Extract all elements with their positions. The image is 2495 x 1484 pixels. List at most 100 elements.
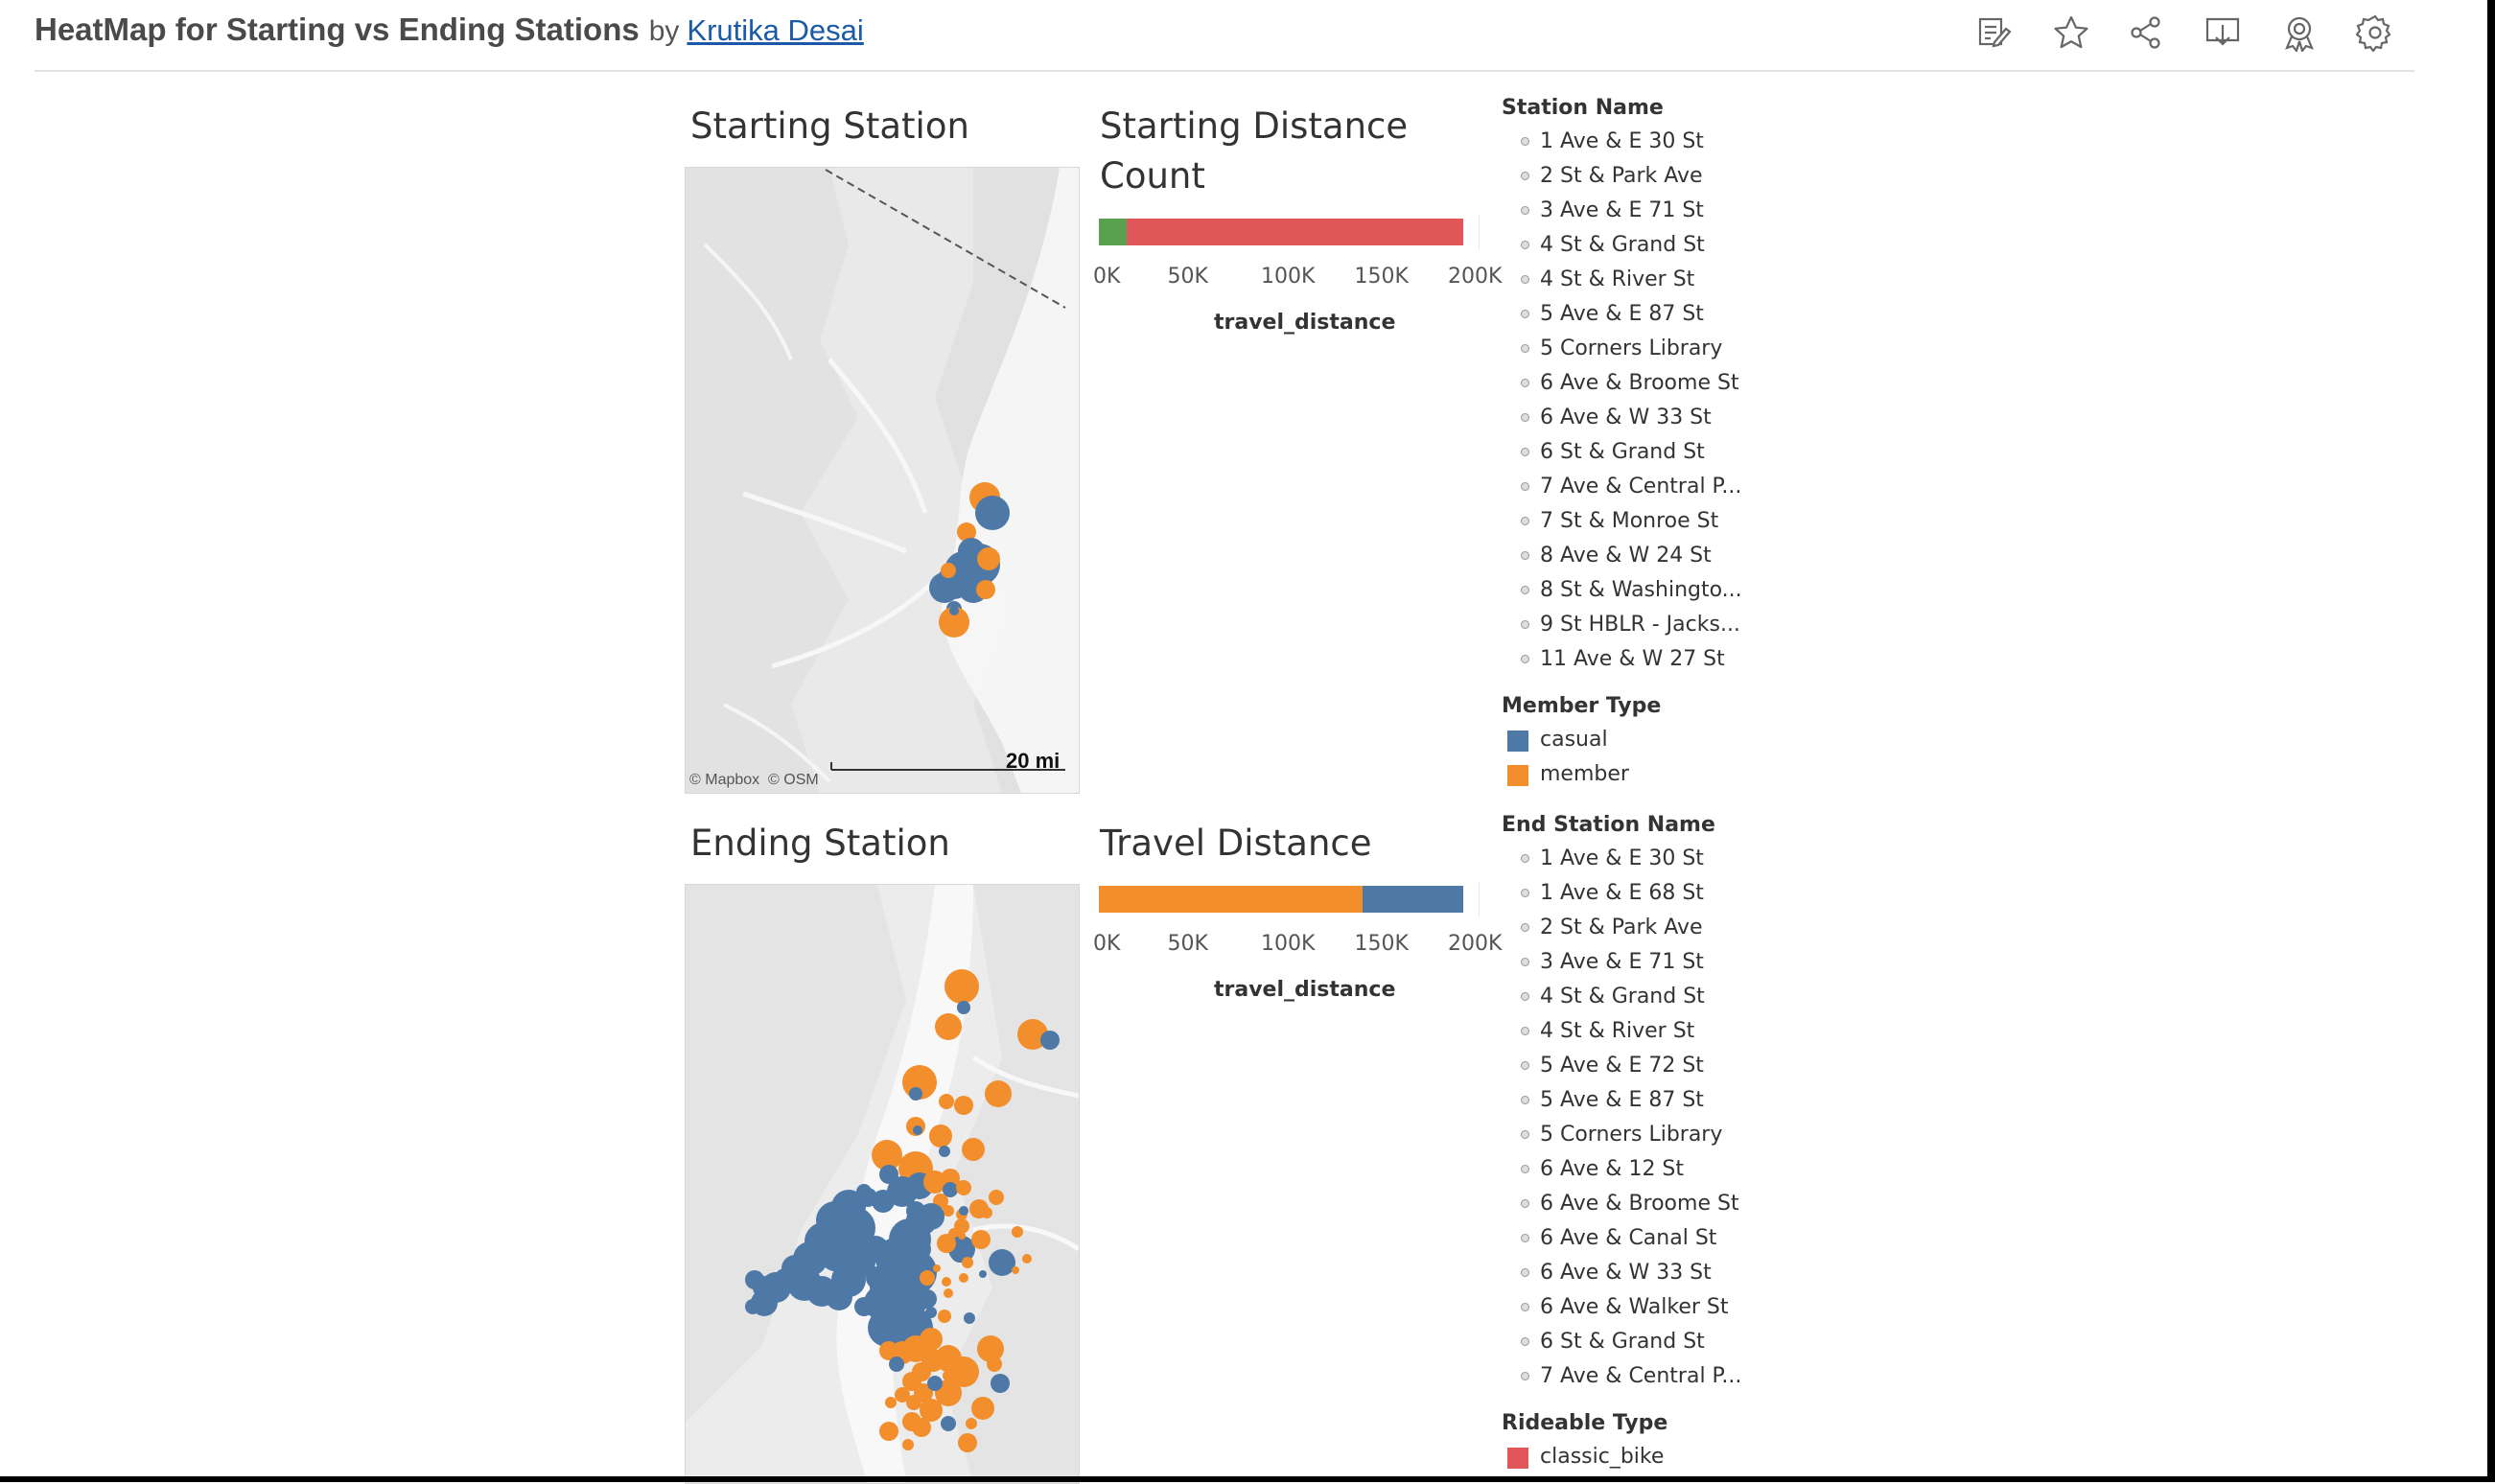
badge-icon[interactable] bbox=[2280, 13, 2319, 54]
legend-item[interactable]: 1 Ave & E 30 St bbox=[1502, 125, 1742, 159]
header-divider bbox=[35, 70, 2414, 72]
legend-dot-icon bbox=[1521, 889, 1529, 897]
legend-item-classic_bike[interactable]: classic_bike bbox=[1502, 1440, 1664, 1474]
edit-icon[interactable] bbox=[1975, 13, 2014, 52]
legend-item[interactable]: 3 Ave & E 71 St bbox=[1502, 194, 1742, 228]
legend-dot-icon bbox=[1521, 1268, 1529, 1277]
legend-item[interactable]: 11 Ave & W 27 St bbox=[1502, 642, 1742, 677]
legend-swatch-icon bbox=[1507, 730, 1528, 752]
x-tick-label: 200K bbox=[1448, 265, 1503, 289]
legend-label: 9 St HBLR - Jacks... bbox=[1540, 613, 1740, 637]
ending-map-title: Ending Station bbox=[690, 823, 950, 864]
legend-dot-icon bbox=[1521, 1303, 1529, 1311]
legend-item[interactable]: 3 Ave & E 71 St bbox=[1502, 945, 1741, 980]
bar-segment-series-1[interactable] bbox=[1127, 219, 1464, 245]
legend-item[interactable]: 6 St & Grand St bbox=[1502, 1325, 1741, 1359]
legend-label: 8 Ave & W 24 St bbox=[1540, 544, 1712, 568]
starting-map-canvas bbox=[686, 168, 1079, 793]
ending-map-points bbox=[745, 969, 1060, 1452]
x-tick-label: 100K bbox=[1261, 932, 1316, 956]
member-type-legend: casual member bbox=[1502, 723, 1629, 792]
bar-segment-member[interactable] bbox=[1099, 886, 1363, 913]
bar-segment-casual[interactable] bbox=[1362, 886, 1464, 913]
starting-station-map[interactable]: © Mapbox © OSM 20 mi bbox=[685, 167, 1080, 794]
legend-item[interactable]: 7 St & Monroe St bbox=[1502, 504, 1742, 539]
author-link[interactable]: Krutika Desai bbox=[687, 13, 864, 47]
legend-item[interactable]: 7 Ave & Central P... bbox=[1502, 1359, 1741, 1394]
legend-label: 1 Ave & E 30 St bbox=[1540, 129, 1704, 153]
share-icon[interactable] bbox=[2127, 13, 2165, 52]
x-tick-label: 50K bbox=[1167, 932, 1208, 956]
legend-item[interactable]: 2 St & Park Ave bbox=[1502, 911, 1741, 945]
legend-item[interactable]: 5 Corners Library bbox=[1502, 332, 1742, 366]
download-icon[interactable] bbox=[2204, 13, 2242, 52]
end-station-legend: 1 Ave & E 30 St 1 Ave & E 68 St 2 St & Par… bbox=[1502, 842, 1741, 1394]
legend-item[interactable]: 6 St & Grand St bbox=[1502, 435, 1742, 470]
station-name-legend: 1 Ave & E 30 St 2 St & Park Ave 3 Ave & E … bbox=[1502, 125, 1742, 677]
legend-label: 6 Ave & Broome St bbox=[1540, 371, 1739, 395]
end-station-legend-title: End Station Name bbox=[1502, 813, 1715, 837]
x-axis-title: travel_distance bbox=[1214, 311, 1396, 335]
legend-dot-icon bbox=[1521, 551, 1529, 560]
legend-dot-icon bbox=[1521, 620, 1529, 629]
legend-swatch-icon bbox=[1507, 1448, 1528, 1469]
legend-item[interactable]: 4 St & Grand St bbox=[1502, 228, 1742, 263]
ending-map-canvas bbox=[686, 885, 1079, 1483]
legend-item[interactable]: 4 St & Grand St bbox=[1502, 980, 1741, 1014]
legend-item-casual[interactable]: casual bbox=[1502, 723, 1629, 757]
legend-label: member bbox=[1540, 762, 1629, 786]
legend-item[interactable]: 4 St & River St bbox=[1502, 263, 1742, 297]
legend-label: 6 Ave & 12 St bbox=[1540, 1157, 1685, 1181]
legend-item[interactable]: 6 Ave & W 33 St bbox=[1502, 401, 1742, 435]
legend-label: 1 Ave & E 68 St bbox=[1540, 881, 1704, 905]
mapbox-attribution[interactable]: © Mapbox bbox=[689, 772, 760, 788]
legend-item[interactable]: 2 St & Park Ave bbox=[1502, 159, 1742, 194]
legend-item[interactable]: 1 Ave & E 68 St bbox=[1502, 876, 1741, 911]
settings-icon[interactable] bbox=[2355, 13, 2394, 53]
legend-item[interactable]: 5 Ave & E 87 St bbox=[1502, 1083, 1741, 1118]
legend-label: 6 Ave & W 33 St bbox=[1540, 1261, 1712, 1285]
legend-item[interactable]: 6 Ave & 12 St bbox=[1502, 1152, 1741, 1187]
starting-distance-chart: 0K 50K 100K 150K 200K travel_distance bbox=[1093, 215, 1502, 339]
map-scale-label: 20 mi bbox=[1006, 749, 1061, 773]
osm-attribution[interactable]: © OSM bbox=[768, 772, 819, 788]
legend-label: 6 Ave & Broome St bbox=[1540, 1192, 1739, 1216]
x-tick-label: 50K bbox=[1167, 265, 1208, 289]
legend-item[interactable]: 6 Ave & Broome St bbox=[1502, 366, 1742, 401]
legend-label: casual bbox=[1540, 728, 1608, 752]
ending-station-map[interactable] bbox=[685, 884, 1080, 1484]
legend-item[interactable]: 8 St & Washingto... bbox=[1502, 573, 1742, 608]
legend-item[interactable]: 7 Ave & Central P... bbox=[1502, 470, 1742, 504]
legend-label: 5 Ave & E 72 St bbox=[1540, 1054, 1704, 1078]
x-tick-label: 150K bbox=[1354, 265, 1409, 289]
legend-dot-icon bbox=[1521, 1199, 1529, 1208]
legend-item[interactable]: 6 Ave & Walker St bbox=[1502, 1290, 1741, 1325]
legend-dot-icon bbox=[1521, 379, 1529, 387]
star-icon[interactable] bbox=[2052, 13, 2090, 52]
legend-dot-icon bbox=[1521, 1165, 1529, 1173]
legend-dot-icon bbox=[1521, 1096, 1529, 1104]
legend-item[interactable]: 1 Ave & E 30 St bbox=[1502, 842, 1741, 876]
legend-dot-icon bbox=[1521, 413, 1529, 422]
legend-item[interactable]: 6 Ave & W 33 St bbox=[1502, 1256, 1741, 1290]
legend-dot-icon bbox=[1521, 854, 1529, 863]
legend-item[interactable]: 4 St & River St bbox=[1502, 1014, 1741, 1049]
x-axis-title: travel_distance bbox=[1214, 978, 1396, 1002]
legend-item[interactable]: 5 Ave & E 72 St bbox=[1502, 1049, 1741, 1083]
legend-item[interactable]: 8 Ave & W 24 St bbox=[1502, 539, 1742, 573]
legend-dot-icon bbox=[1521, 137, 1529, 146]
legend-label: 3 Ave & E 71 St bbox=[1540, 198, 1704, 222]
legend-item[interactable]: 6 Ave & Broome St bbox=[1502, 1187, 1741, 1221]
rideable-type-legend: classic_bike bbox=[1502, 1440, 1664, 1474]
legend-item[interactable]: 5 Ave & E 87 St bbox=[1502, 297, 1742, 332]
bar-segment-series-0[interactable] bbox=[1099, 219, 1128, 245]
legend-item[interactable]: 9 St HBLR - Jacks... bbox=[1502, 608, 1742, 642]
member-type-legend-title: Member Type bbox=[1502, 694, 1662, 718]
legend-label: 6 Ave & Walker St bbox=[1540, 1295, 1729, 1319]
legend-item[interactable]: 6 Ave & Canal St bbox=[1502, 1221, 1741, 1256]
axis-end-line bbox=[1479, 882, 1480, 916]
header-bar: HeatMap for Starting vs Ending Stations b… bbox=[0, 0, 2495, 72]
legend-item[interactable]: 5 Corners Library bbox=[1502, 1118, 1741, 1152]
legend-label: 6 St & Grand St bbox=[1540, 440, 1705, 464]
legend-item-member[interactable]: member bbox=[1502, 757, 1629, 792]
